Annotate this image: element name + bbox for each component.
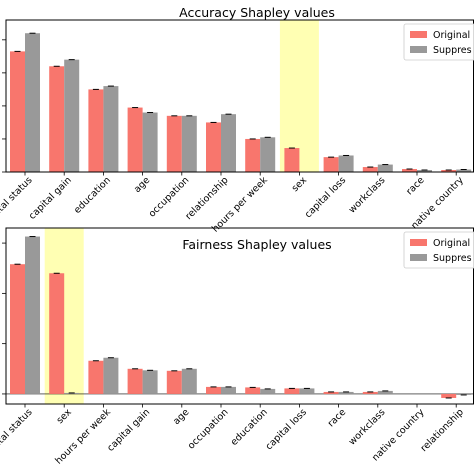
bar-original — [284, 388, 300, 394]
legend-label: Suppres — [433, 45, 472, 56]
bar-suppressed — [221, 386, 236, 394]
x-tick-label: capital loss — [264, 407, 309, 452]
bar-original — [323, 157, 339, 172]
bar-original — [245, 138, 261, 172]
bar-suppressed — [260, 137, 276, 172]
x-tick-label: race — [326, 407, 349, 430]
bar-original — [245, 387, 261, 394]
x-tick-label: occupation — [186, 407, 231, 452]
bar-suppressed — [377, 164, 393, 172]
bar-original — [206, 122, 221, 172]
bar-suppressed — [417, 170, 432, 172]
highlight-band — [279, 20, 319, 172]
bar-suppressed — [103, 357, 119, 394]
bar-original — [166, 370, 182, 394]
bar-original — [88, 360, 104, 394]
bar-suppressed — [64, 392, 80, 394]
bar-original — [49, 66, 65, 172]
bar-suppressed — [103, 86, 119, 172]
bar-suppressed — [456, 169, 472, 172]
x-tick-label: education — [229, 407, 270, 448]
bar-original — [441, 170, 457, 172]
bar-suppressed — [456, 393, 472, 395]
bar-suppressed — [299, 388, 315, 394]
bar-original — [284, 148, 300, 172]
chart-title: Fairness Shapley values — [182, 237, 331, 252]
x-tick-label: workclass — [347, 175, 388, 216]
bar-suppressed — [142, 112, 158, 172]
x-tick-label: race — [404, 175, 427, 198]
bar-suppressed — [338, 155, 354, 172]
bar-suppressed — [64, 59, 80, 172]
bar-original — [49, 273, 65, 394]
x-tick-label: age — [132, 175, 152, 195]
x-tick-label: age — [171, 407, 191, 427]
x-tick-label: education — [72, 175, 113, 216]
bar-original — [10, 264, 25, 394]
bar-suppressed — [181, 368, 197, 394]
legend-swatch — [410, 31, 427, 38]
bar-suppressed — [221, 114, 236, 172]
legend-swatch — [410, 239, 427, 246]
bar-original — [10, 51, 25, 172]
bar-original — [206, 386, 221, 394]
legend-label: Original — [433, 30, 470, 41]
x-tick-label: marital status — [0, 407, 35, 461]
bar-original — [402, 169, 417, 172]
legend-swatch — [410, 46, 427, 53]
bar-suppressed — [181, 115, 197, 172]
bar-original — [127, 107, 143, 172]
bar-original — [166, 115, 182, 172]
bar-original — [362, 167, 378, 172]
x-tick-label: sex — [55, 407, 75, 427]
bar-suppressed — [142, 370, 158, 394]
x-tick-label: sex — [290, 175, 310, 195]
legend-label: Original — [433, 238, 470, 249]
bar-suppressed — [25, 236, 40, 394]
bar-suppressed — [338, 391, 354, 394]
legend-swatch — [410, 254, 427, 261]
bar-original — [127, 368, 143, 394]
bar-suppressed — [25, 33, 40, 172]
bar-suppressed — [260, 388, 276, 394]
x-tick-label: workclass — [347, 407, 388, 448]
bar-original — [323, 391, 339, 394]
bar-original — [441, 393, 457, 398]
bar-suppressed — [377, 390, 393, 394]
legend-label: Suppres — [433, 253, 472, 264]
x-tick-label: capital loss — [303, 175, 348, 220]
x-tick-label: marital status — [0, 175, 35, 229]
chart-title: Accuracy Shapley values — [179, 5, 335, 20]
bar-original — [362, 391, 378, 394]
bar-original — [88, 89, 104, 172]
